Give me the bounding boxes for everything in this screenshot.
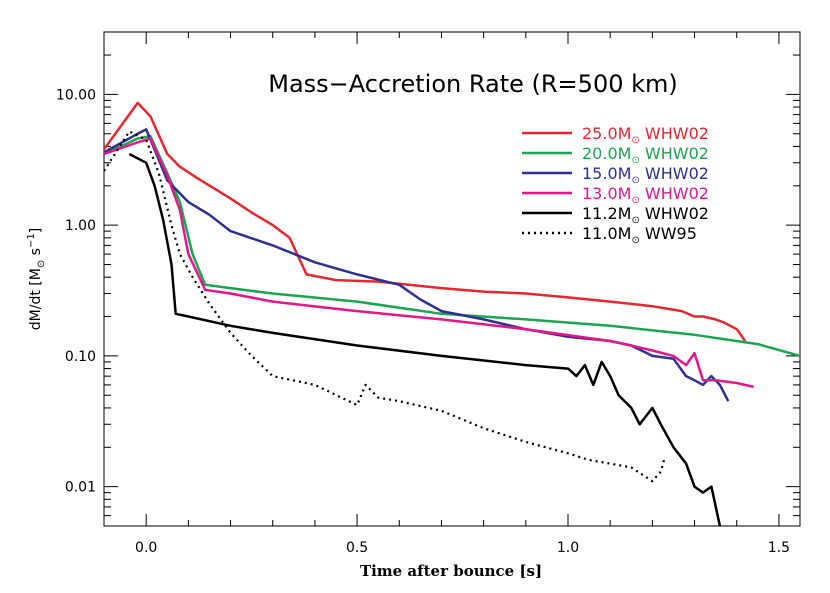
- y-tick-label: 0.10: [65, 349, 96, 365]
- legend-label: 15.0M⊙ WHW02: [582, 164, 709, 186]
- x-tick-label: 0.0: [135, 540, 157, 556]
- x-tick-label: 1.5: [768, 540, 790, 556]
- chart-title: Mass−Accretion Rate (R=500 km): [268, 70, 678, 98]
- legend-label: 20.0M⊙ WHW02: [582, 144, 709, 166]
- y-tick-label: 1.00: [65, 218, 96, 234]
- x-tick-label: 0.5: [346, 540, 368, 556]
- series-layer: [104, 101, 800, 526]
- x-tick-label: 1.0: [557, 540, 579, 556]
- plot-frame: [103, 31, 801, 527]
- series-line-25-0M-whw02: [104, 101, 747, 342]
- x-axis: 0.0 0.5 1.0 1.5: [103, 32, 790, 556]
- legend-label: 11.0M⊙ WW95: [582, 224, 697, 246]
- y-axis-label: dM/dt [M⊙ s−1]: [26, 228, 47, 330]
- y-tick-label: 10.00: [56, 87, 96, 103]
- legend-label: 13.0M⊙ WHW02: [582, 184, 709, 206]
- legend-label: 11.2M⊙ WHW02: [582, 204, 709, 226]
- y-axis: 0.01 0.10 1.00 10.00: [56, 31, 800, 527]
- legend-label: 25.0M⊙ WHW02: [582, 124, 709, 146]
- series-line-13-0M-whw02: [104, 137, 754, 389]
- series-line-15-0M-whw02: [104, 128, 730, 402]
- series-line-11-2M-whw02: [128, 152, 722, 526]
- x-axis-label: Time after bounce [s]: [360, 562, 542, 580]
- y-tick-label: 0.01: [65, 480, 96, 496]
